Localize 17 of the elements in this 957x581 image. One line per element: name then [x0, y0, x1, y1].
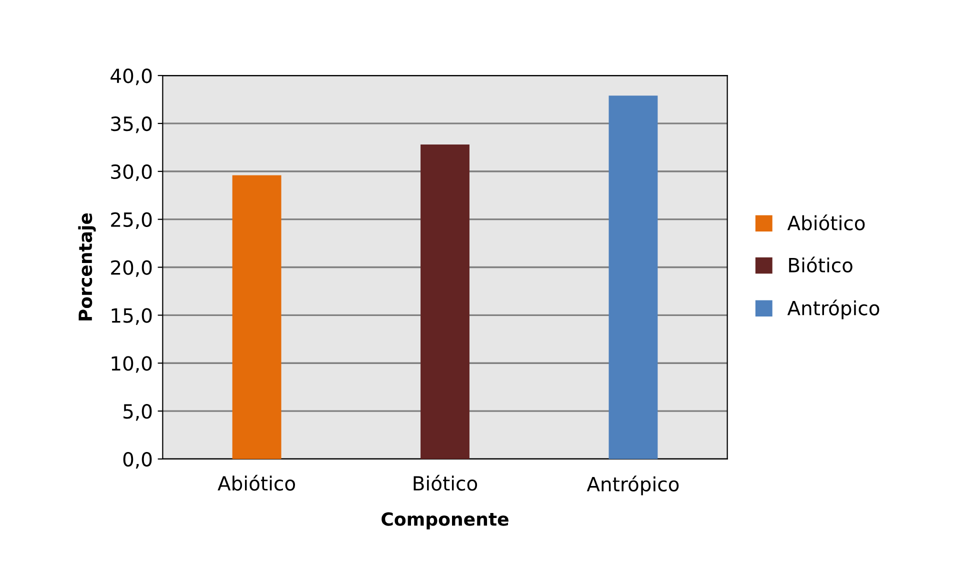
- y-tick-label: 10,0: [112, 356, 152, 373]
- x-tick-label: Antrópico: [586, 476, 679, 496]
- y-tick-label: 20,0: [111, 260, 152, 277]
- x-tick-label: Biótico: [414, 474, 478, 491]
- y-tick-label: 0,0: [123, 452, 152, 469]
- legend-label: Biótico: [789, 256, 852, 273]
- y-tick-label: 15,0: [112, 308, 152, 325]
- y-tick-label: 35,0: [111, 116, 152, 134]
- x-axis-title: Componente: [382, 512, 508, 530]
- legend-label: Abiótico: [787, 214, 865, 230]
- y-tick-label: 30,0: [111, 164, 152, 182]
- y-axis-title: Porcentaje: [78, 213, 96, 320]
- y-tick-label: 5,0: [124, 404, 152, 421]
- y-tick-label: 25,0: [111, 212, 152, 229]
- y-tick-label: 40,0: [110, 68, 152, 86]
- x-tick-label: Abiótico: [218, 474, 296, 491]
- legend-label: Antrópico: [787, 300, 880, 320]
